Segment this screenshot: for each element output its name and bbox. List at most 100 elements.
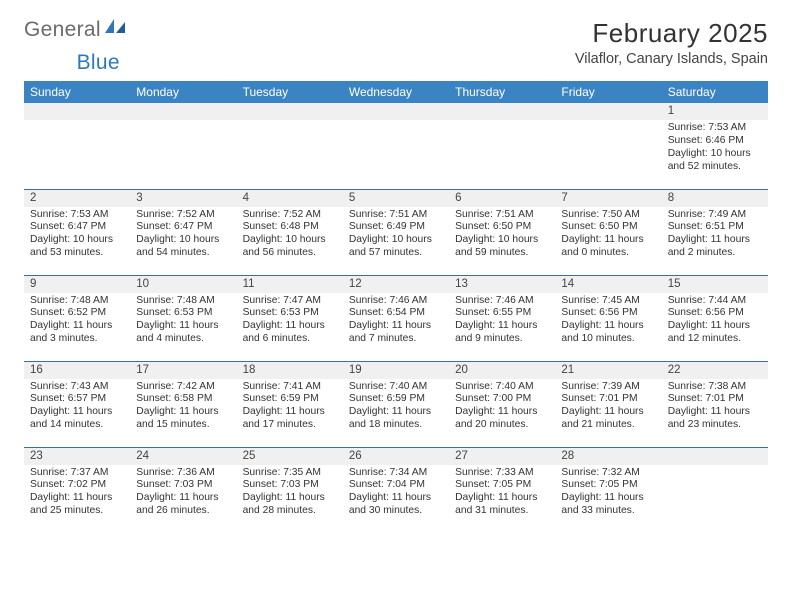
brand-part2: Blue — [77, 51, 120, 75]
sunrise-text: Sunrise: 7:40 AM — [455, 381, 549, 394]
col-saturday: Saturday — [662, 81, 768, 103]
daylight-text: Daylight: 11 hours and 14 minutes. — [30, 406, 124, 432]
day-number: 27 — [449, 448, 555, 465]
sunset-text: Sunset: 6:49 PM — [349, 221, 443, 234]
day-detail — [237, 120, 343, 126]
sunset-text: Sunset: 6:57 PM — [30, 393, 124, 406]
calendar-day-cell: 25Sunrise: 7:35 AMSunset: 7:03 PMDayligh… — [237, 447, 343, 533]
sunset-text: Sunset: 6:53 PM — [243, 307, 337, 320]
sunrise-text: Sunrise: 7:33 AM — [455, 467, 549, 480]
calendar-header-row: Sunday Monday Tuesday Wednesday Thursday… — [24, 81, 768, 103]
day-number: 18 — [237, 362, 343, 379]
day-number: 14 — [555, 276, 661, 293]
sunset-text: Sunset: 7:03 PM — [243, 479, 337, 492]
day-detail: Sunrise: 7:36 AMSunset: 7:03 PMDaylight:… — [130, 465, 236, 522]
calendar-page: General February 2025 Vilaflor, Canary I… — [0, 0, 792, 533]
calendar-day-cell: 21Sunrise: 7:39 AMSunset: 7:01 PMDayligh… — [555, 361, 661, 447]
calendar-day-cell: 24Sunrise: 7:36 AMSunset: 7:03 PMDayligh… — [130, 447, 236, 533]
sunset-text: Sunset: 6:47 PM — [136, 221, 230, 234]
day-detail — [24, 120, 130, 126]
calendar-day-cell — [555, 103, 661, 189]
calendar-day-cell: 23Sunrise: 7:37 AMSunset: 7:02 PMDayligh… — [24, 447, 130, 533]
month-title: February 2025 — [575, 18, 768, 49]
sunrise-text: Sunrise: 7:51 AM — [455, 209, 549, 222]
day-number: 21 — [555, 362, 661, 379]
sunrise-text: Sunrise: 7:43 AM — [30, 381, 124, 394]
day-number: 15 — [662, 276, 768, 293]
title-block: February 2025 Vilaflor, Canary Islands, … — [575, 18, 768, 67]
day-number — [24, 103, 130, 120]
sunrise-text: Sunrise: 7:45 AM — [561, 295, 655, 308]
day-number: 23 — [24, 448, 130, 465]
sunset-text: Sunset: 6:59 PM — [349, 393, 443, 406]
daylight-text: Daylight: 11 hours and 33 minutes. — [561, 492, 655, 518]
day-number: 10 — [130, 276, 236, 293]
sunrise-text: Sunrise: 7:40 AM — [349, 381, 443, 394]
daylight-text: Daylight: 11 hours and 21 minutes. — [561, 406, 655, 432]
calendar-day-cell: 17Sunrise: 7:42 AMSunset: 6:58 PMDayligh… — [130, 361, 236, 447]
day-number: 16 — [24, 362, 130, 379]
sunset-text: Sunset: 7:01 PM — [561, 393, 655, 406]
calendar-day-cell: 16 Sunrise: 7:43 AMSunset: 6:57 PMDayligh… — [24, 361, 130, 447]
sunrise-text: Sunrise: 7:37 AM — [30, 467, 124, 480]
day-detail: Sunrise: 7:48 AMSunset: 6:52 PMDaylight:… — [24, 293, 130, 350]
calendar-day-cell: 27Sunrise: 7:33 AMSunset: 7:05 PMDayligh… — [449, 447, 555, 533]
day-detail: Sunrise: 7:47 AMSunset: 6:53 PMDaylight:… — [237, 293, 343, 350]
day-detail — [662, 465, 768, 471]
sunrise-text: Sunrise: 7:34 AM — [349, 467, 443, 480]
sunrise-text: Sunrise: 7:49 AM — [668, 209, 762, 222]
calendar-day-cell: 3Sunrise: 7:52 AMSunset: 6:47 PMDaylight… — [130, 189, 236, 275]
day-detail — [343, 120, 449, 126]
sunset-text: Sunset: 7:05 PM — [455, 479, 549, 492]
sunset-text: Sunset: 6:59 PM — [243, 393, 337, 406]
sunset-text: Sunset: 6:51 PM — [668, 221, 762, 234]
day-detail: Sunrise: 7:46 AMSunset: 6:55 PMDaylight:… — [449, 293, 555, 350]
calendar-day-cell — [24, 103, 130, 189]
daylight-text: Daylight: 10 hours and 57 minutes. — [349, 234, 443, 260]
sunset-text: Sunset: 7:02 PM — [30, 479, 124, 492]
day-number: 28 — [555, 448, 661, 465]
day-detail: Sunrise: 7:34 AMSunset: 7:04 PMDaylight:… — [343, 465, 449, 522]
sunrise-text: Sunrise: 7:52 AM — [243, 209, 337, 222]
day-number — [555, 103, 661, 120]
daylight-text: Daylight: 11 hours and 6 minutes. — [243, 320, 337, 346]
brand-logo: General — [24, 18, 126, 42]
sunset-text: Sunset: 6:46 PM — [668, 135, 762, 148]
daylight-text: Daylight: 11 hours and 2 minutes. — [668, 234, 762, 260]
sunset-text: Sunset: 6:50 PM — [455, 221, 549, 234]
sunrise-text: Sunrise: 7:48 AM — [30, 295, 124, 308]
calendar-day-cell: 19Sunrise: 7:40 AMSunset: 6:59 PMDayligh… — [343, 361, 449, 447]
sunset-text: Sunset: 6:50 PM — [561, 221, 655, 234]
day-detail: Sunrise: 7:51 AMSunset: 6:50 PMDaylight:… — [449, 207, 555, 264]
day-detail: Sunrise: 7:40 AMSunset: 6:59 PMDaylight:… — [343, 379, 449, 436]
calendar-day-cell: 9Sunrise: 7:48 AMSunset: 6:52 PMDaylight… — [24, 275, 130, 361]
sunset-text: Sunset: 7:00 PM — [455, 393, 549, 406]
calendar-day-cell: 22Sunrise: 7:38 AMSunset: 7:01 PMDayligh… — [662, 361, 768, 447]
day-detail: Sunrise: 7:40 AMSunset: 7:00 PMDaylight:… — [449, 379, 555, 436]
daylight-text: Daylight: 11 hours and 20 minutes. — [455, 406, 549, 432]
daylight-text: Daylight: 11 hours and 15 minutes. — [136, 406, 230, 432]
sunset-text: Sunset: 6:47 PM — [30, 221, 124, 234]
day-detail: Sunrise: 7:37 AMSunset: 7:02 PMDaylight:… — [24, 465, 130, 522]
calendar-week-row: 1 Sunrise: 7:53 AMSunset: 6:46 PMDaylight… — [24, 103, 768, 189]
daylight-text: Daylight: 11 hours and 0 minutes. — [561, 234, 655, 260]
day-number: 24 — [130, 448, 236, 465]
daylight-text: Daylight: 11 hours and 10 minutes. — [561, 320, 655, 346]
sunrise-text: Sunrise: 7:44 AM — [668, 295, 762, 308]
sunrise-text: Sunrise: 7:47 AM — [243, 295, 337, 308]
daylight-text: Daylight: 10 hours and 52 minutes. — [668, 148, 762, 174]
calendar-day-cell: 1 Sunrise: 7:53 AMSunset: 6:46 PMDaylight… — [662, 103, 768, 189]
col-wednesday: Wednesday — [343, 81, 449, 103]
sunrise-text: Sunrise: 7:42 AM — [136, 381, 230, 394]
calendar-day-cell: 7Sunrise: 7:50 AMSunset: 6:50 PMDaylight… — [555, 189, 661, 275]
day-number — [449, 103, 555, 120]
sunrise-text: Sunrise: 7:53 AM — [668, 122, 762, 135]
sunset-text: Sunset: 7:03 PM — [136, 479, 230, 492]
day-detail: Sunrise: 7:52 AMSunset: 6:47 PMDaylight:… — [130, 207, 236, 264]
daylight-text: Daylight: 11 hours and 17 minutes. — [243, 406, 337, 432]
sunrise-text: Sunrise: 7:51 AM — [349, 209, 443, 222]
calendar-day-cell — [237, 103, 343, 189]
day-number: 1 — [662, 103, 768, 120]
daylight-text: Daylight: 11 hours and 25 minutes. — [30, 492, 124, 518]
sunset-text: Sunset: 6:56 PM — [668, 307, 762, 320]
